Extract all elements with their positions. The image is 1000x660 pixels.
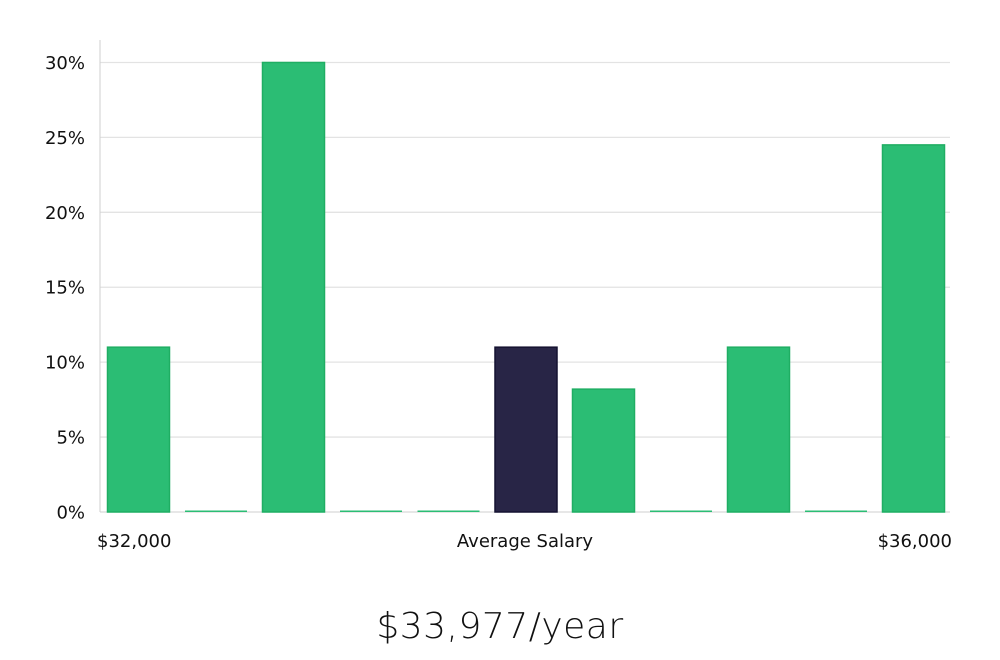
bar-empty — [340, 510, 402, 512]
bar-empty — [417, 510, 480, 512]
bar — [571, 388, 636, 513]
bar-empty — [805, 510, 867, 512]
y-tick-label: 0% — [56, 503, 85, 524]
y-tick-label: 5% — [56, 428, 85, 449]
y-tick-label: 15% — [45, 278, 85, 299]
y-tick-label: 30% — [45, 53, 85, 74]
bar-empty — [650, 510, 712, 512]
bar — [726, 346, 791, 513]
x-label-max: $36,000 — [878, 531, 952, 552]
y-tick-label: 25% — [45, 128, 85, 149]
average-salary-value: $33,977/year — [376, 606, 624, 647]
gridlines — [100, 61, 950, 438]
bar — [261, 61, 326, 513]
bar-highlighted — [494, 346, 558, 513]
bar — [881, 144, 946, 513]
bars — [106, 61, 946, 513]
bar-empty — [185, 510, 247, 512]
tick-labels: 0% 5% 10% 15% 20% 25% 30% $32,000 Average Salary… — [45, 53, 952, 552]
y-tick-label: 20% — [45, 203, 85, 224]
bar — [106, 346, 171, 513]
x-label-min: $32,000 — [97, 531, 171, 552]
y-tick-label: 10% — [45, 353, 85, 374]
x-label-center: Average Salary — [457, 531, 594, 552]
salary-histogram: 0% 5% 10% 15% 20% 25% 30% $32,000 Average Salary… — [45, 40, 952, 552]
